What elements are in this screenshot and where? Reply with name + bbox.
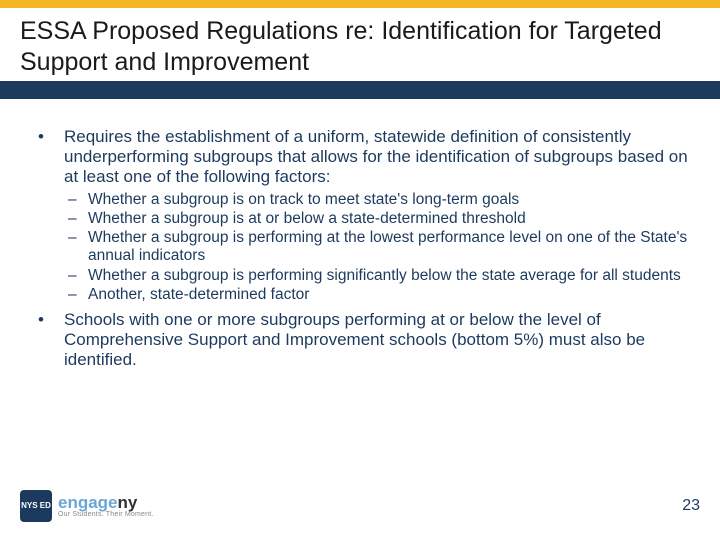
sub-bullet-item: – Whether a subgroup is on track to meet… (64, 191, 690, 209)
header-block: ESSA Proposed Regulations re: Identifica… (0, 8, 720, 81)
sub-bullet-marker: – (64, 267, 88, 285)
logo-engage-text: engage (58, 493, 118, 512)
navy-band (0, 81, 720, 99)
top-accent-bar (0, 0, 720, 8)
sub-bullet-marker: – (64, 191, 88, 209)
sub-bullet-item: – Whether a subgroup is at or below a st… (64, 210, 690, 228)
sub-bullet-item: – Another, state-determined factor (64, 286, 690, 304)
sub-bullet-list: – Whether a subgroup is on track to meet… (64, 191, 690, 305)
logo-tagline: Our Students. Their Moment. (58, 511, 154, 518)
sub-bullet-text: Whether a subgroup is on track to meet s… (88, 191, 690, 209)
bullet-marker: • (30, 310, 64, 370)
sub-bullet-marker: – (64, 210, 88, 228)
logo-ny-text: ny (118, 493, 138, 512)
sub-bullet-text: Whether a subgroup is at or below a stat… (88, 210, 690, 228)
nysed-logo: NYS ED (20, 490, 52, 522)
bullet-marker: • (30, 127, 64, 187)
sub-bullet-text: Whether a subgroup is performing at the … (88, 229, 690, 266)
sub-bullet-item: – Whether a subgroup is performing at th… (64, 229, 690, 266)
sub-bullet-item: – Whether a subgroup is performing signi… (64, 267, 690, 285)
sub-bullet-marker: – (64, 286, 88, 304)
logo-group: NYS ED engageny Our Students. Their Mome… (20, 490, 154, 522)
slide-title: ESSA Proposed Regulations re: Identifica… (20, 16, 700, 79)
sub-bullet-marker: – (64, 229, 88, 266)
content-area: • Requires the establishment of a unifor… (0, 99, 720, 371)
bullet-item: • Requires the establishment of a unifor… (30, 127, 690, 187)
bullet-text: Schools with one or more subgroups perfo… (64, 310, 690, 370)
bullet-text: Requires the establishment of a uniform,… (64, 127, 690, 187)
sub-bullet-text: Whether a subgroup is performing signifi… (88, 267, 690, 285)
bullet-item: • Schools with one or more subgroups per… (30, 310, 690, 370)
sub-bullet-text: Another, state-determined factor (88, 286, 690, 304)
footer: NYS ED engageny Our Students. Their Mome… (0, 484, 720, 528)
page-number: 23 (682, 497, 700, 515)
engage-ny-logo: engageny Our Students. Their Moment. (58, 494, 154, 518)
